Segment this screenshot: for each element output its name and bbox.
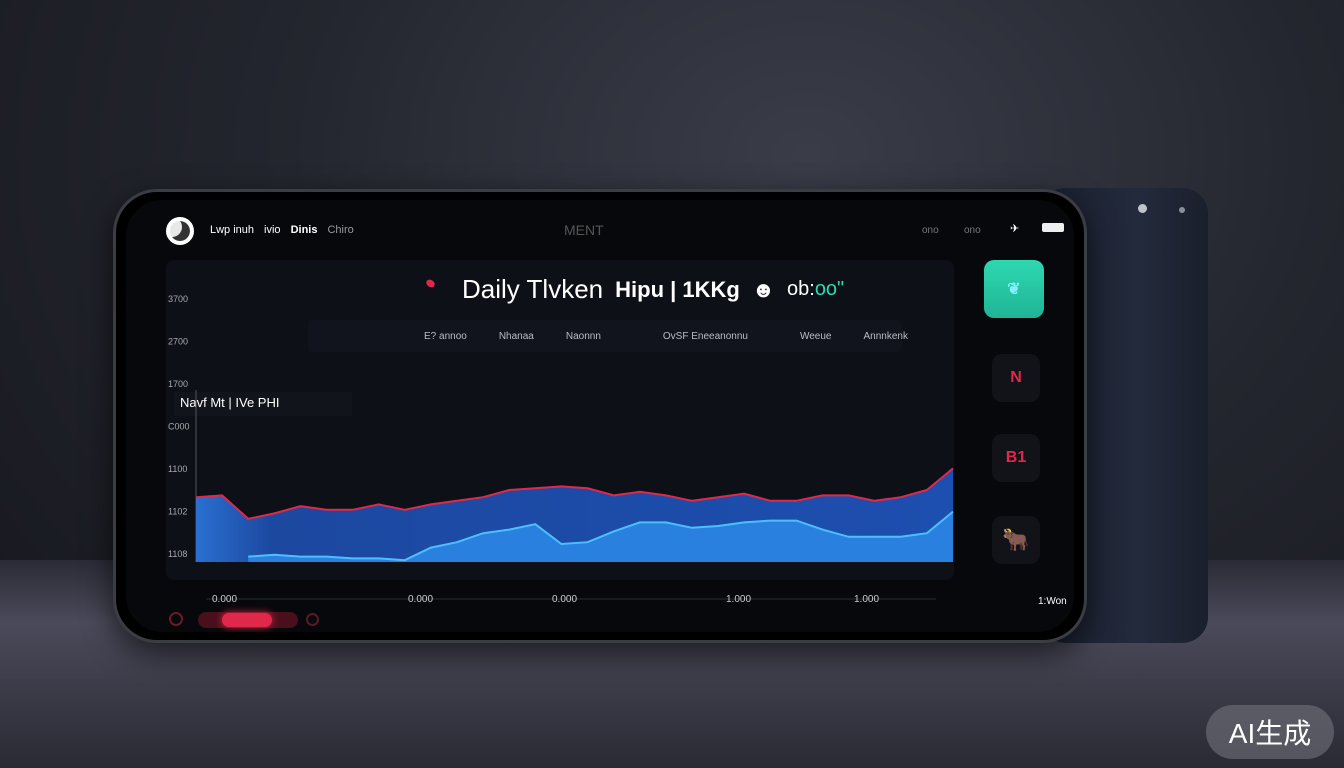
page-title-extra: Hipu | 1KKg	[615, 276, 740, 302]
column-header[interactable]: E? annoo	[424, 331, 467, 342]
phone: Lwp inuh ivio Dinis Chiro MENT ono ono ✈…	[113, 189, 1087, 643]
status-right-2: ono	[964, 225, 981, 236]
status-item: Lwp inuh	[210, 224, 255, 236]
settings-icon[interactable]	[306, 613, 319, 626]
globe-icon[interactable]	[166, 217, 194, 245]
camera-lens	[1138, 204, 1147, 213]
status-item: Chiro	[327, 224, 354, 236]
phone-screen: Lwp inuh ivio Dinis Chiro MENT ono ono ✈…	[126, 200, 1074, 632]
signal-icon: ✈	[1010, 223, 1020, 235]
user-icon[interactable]: ☻	[751, 276, 775, 302]
header-value: ob:oo"	[787, 278, 845, 300]
series-line	[195, 467, 954, 520]
x-tick-label: 0.000	[552, 594, 577, 605]
status-center: MENT	[564, 222, 604, 238]
y-tick-label: 1108	[168, 549, 187, 559]
chart-button[interactable]: N	[992, 354, 1040, 402]
y-tick-label: 1100	[168, 464, 187, 474]
status-item: Dinis	[290, 224, 318, 236]
column-header[interactable]: OvSF Eneeanonnu	[662, 331, 748, 342]
column-header[interactable]: Annnkenk	[863, 331, 908, 342]
area-chart: 3700 2700 1700 C000 1100 1102 1108 0.000 0.000 0.…	[168, 294, 954, 605]
y-tick-label: 2700	[168, 337, 188, 347]
x-tick-label: 1.000	[726, 594, 751, 605]
leaf-button[interactable]: ❦	[984, 260, 1044, 318]
footer-time: 1:Won	[1038, 596, 1067, 607]
status-item: ivio	[264, 224, 281, 236]
ai-generated-badge: AI生成	[1206, 705, 1334, 759]
series-area	[248, 511, 953, 562]
y-tick-label: C000	[168, 422, 190, 432]
page-title: Daily Tlvken	[462, 274, 604, 304]
series-line	[248, 510, 954, 562]
column-header[interactable]: Weeue	[799, 331, 832, 342]
y-tick-label: 3700	[168, 294, 188, 304]
legend: Navf Mt | IVe PHI	[174, 392, 352, 416]
x-tick-label: 0.000	[212, 594, 237, 605]
camera-sensor	[1179, 207, 1185, 213]
x-tick-label: 0.000	[408, 594, 433, 605]
x-tick-label: 1.000	[854, 594, 879, 605]
column-header-bar	[308, 320, 902, 352]
y-tick-label: 1102	[168, 507, 187, 517]
bull-button[interactable]: 🐂	[992, 516, 1040, 564]
column-header[interactable]: Naonnn	[565, 331, 601, 342]
column-header[interactable]: Nhanaa	[498, 331, 534, 342]
status-right-1: ono	[922, 225, 939, 236]
y-tick-label: 1700	[168, 379, 188, 389]
progress-bar	[198, 612, 298, 628]
progress-fill	[222, 613, 272, 627]
fingerprint-icon[interactable]	[169, 612, 183, 626]
badge-button[interactable]: B1	[992, 434, 1040, 482]
battery-icon	[1042, 223, 1064, 232]
